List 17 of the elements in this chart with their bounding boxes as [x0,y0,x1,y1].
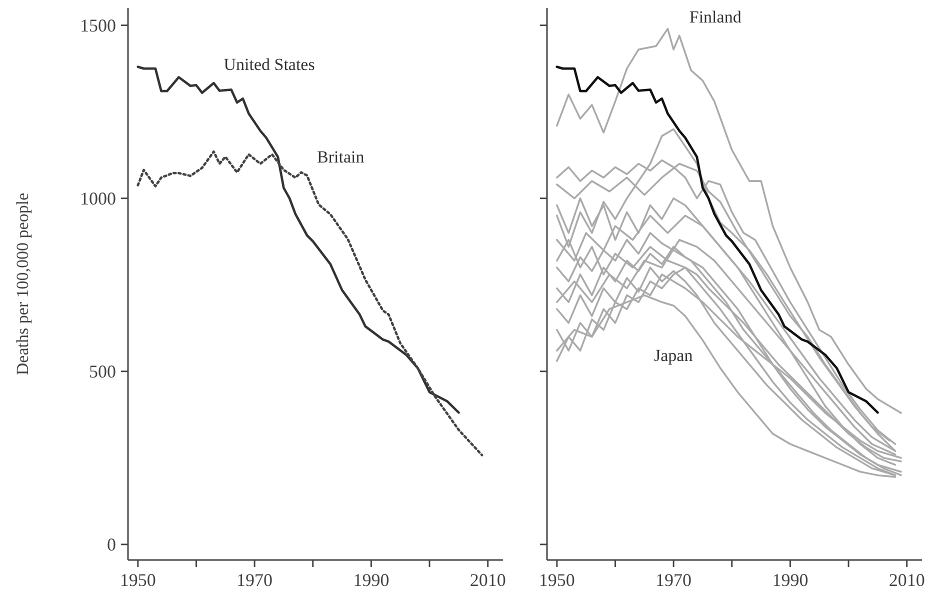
x-tick-label: 1970 [236,570,273,590]
x-tick-label: 1950 [538,570,575,590]
x-tick-label: 2010 [888,570,925,590]
series-label: Britain [317,148,365,167]
series-label: Finland [689,8,742,27]
y-tick-label: 1500 [80,16,116,36]
series-label: Japan [654,346,694,366]
x-tick-label: 1990 [772,570,808,590]
y-tick-label: 1000 [80,188,116,209]
x-tick-label: 1950 [120,570,156,590]
x-tick-label: 2010 [470,570,506,590]
x-tick-label: 1990 [353,570,390,590]
y-tick-label: 0 [107,534,116,555]
y-tick-label: 500 [89,362,116,382]
y-axis-title: Deaths per 100,000 people [13,192,32,376]
x-tick-label: 1970 [656,570,692,590]
series-label: United States [224,55,315,74]
